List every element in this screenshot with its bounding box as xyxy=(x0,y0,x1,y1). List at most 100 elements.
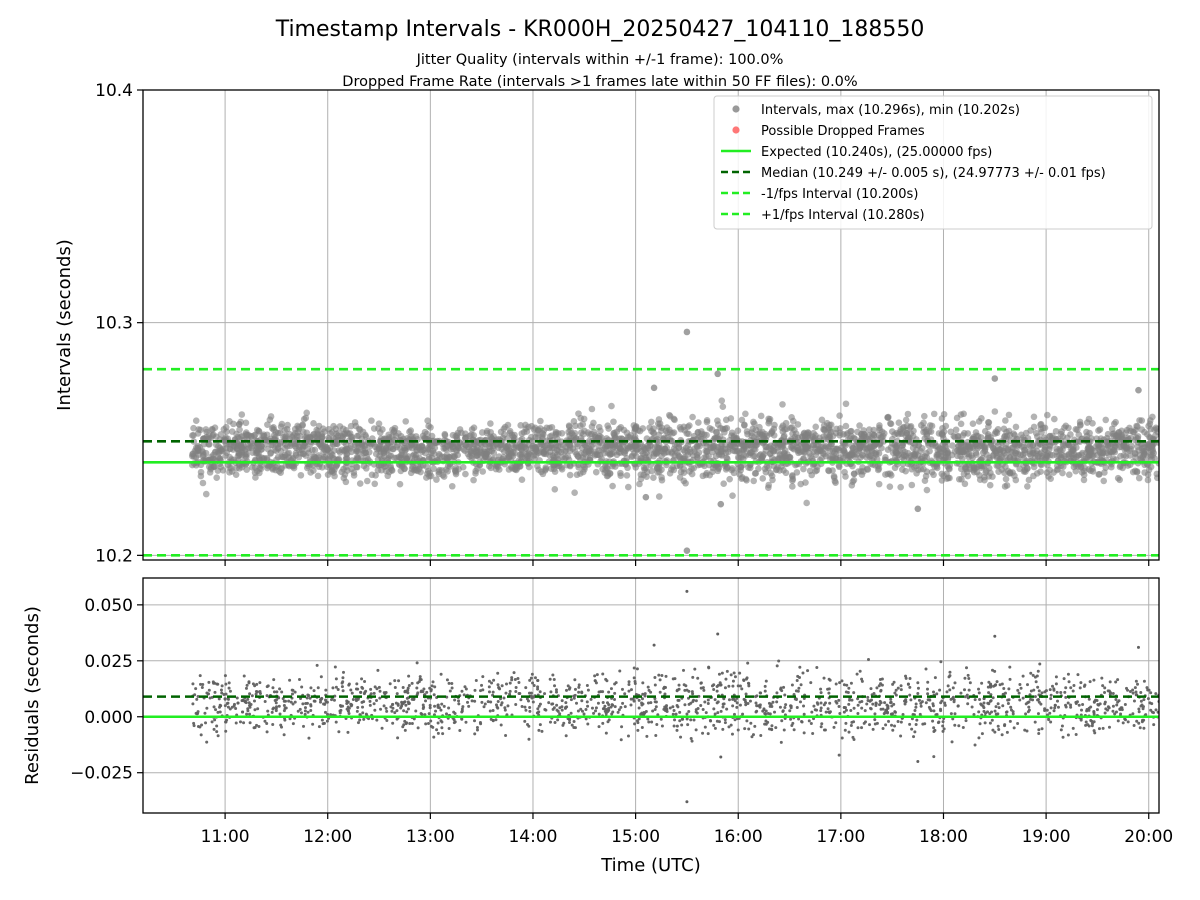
interval-point xyxy=(920,419,927,427)
residual-point xyxy=(676,705,680,709)
interval-point xyxy=(435,450,443,458)
residual-point xyxy=(248,692,252,696)
interval-point xyxy=(761,465,769,473)
residual-point xyxy=(849,681,853,685)
interval-point xyxy=(222,434,229,442)
residual-point xyxy=(410,721,414,725)
interval-point xyxy=(1143,430,1151,438)
residual-point xyxy=(1017,691,1021,695)
residual-point xyxy=(238,720,242,724)
interval-point xyxy=(897,483,904,491)
residual-point xyxy=(763,689,767,693)
residual-point xyxy=(885,711,889,715)
interval-point xyxy=(483,427,491,435)
interval-point xyxy=(739,455,747,463)
residual-point xyxy=(885,708,889,712)
residual-point xyxy=(499,697,503,701)
residual-point xyxy=(429,719,433,723)
interval-point xyxy=(613,451,621,459)
residual-point xyxy=(763,684,767,688)
residual-point xyxy=(401,686,405,690)
residual-point xyxy=(1067,680,1071,684)
interval-point xyxy=(391,424,399,432)
residual-point xyxy=(393,685,397,689)
residual-point xyxy=(586,722,590,726)
interval-point xyxy=(944,448,951,455)
y-tick-label: 10.3 xyxy=(95,314,133,334)
residual-point xyxy=(1106,689,1110,693)
interval-point xyxy=(297,471,305,479)
interval-point xyxy=(1005,411,1013,419)
interval-point xyxy=(779,401,786,408)
interval-point xyxy=(706,471,714,479)
residual-point xyxy=(943,701,947,705)
residual-point xyxy=(725,707,729,711)
residual-point xyxy=(640,697,644,701)
interval-point xyxy=(930,410,938,418)
residual-point xyxy=(363,679,367,683)
residual-point xyxy=(475,728,479,732)
residual-point xyxy=(1052,687,1056,691)
residual-point xyxy=(287,699,291,703)
residual-point xyxy=(1114,710,1118,714)
residual-point xyxy=(246,709,250,713)
interval-point xyxy=(1116,476,1124,484)
residual-point xyxy=(660,724,664,728)
interval-point xyxy=(567,434,575,442)
interval-point xyxy=(810,429,817,437)
interval-point xyxy=(911,441,919,448)
interval-point xyxy=(719,403,727,411)
interval-point xyxy=(964,430,972,437)
residual-point xyxy=(1150,710,1154,714)
interval-point xyxy=(1134,423,1141,430)
interval-point xyxy=(502,442,509,450)
residual-point xyxy=(846,691,850,695)
residual-point xyxy=(891,682,895,686)
residual-point xyxy=(1087,697,1091,701)
interval-point xyxy=(264,421,271,428)
residual-point xyxy=(706,732,710,736)
residual-point xyxy=(1154,692,1158,696)
interval-point xyxy=(944,474,952,482)
residual-point xyxy=(1031,673,1035,677)
interval-point xyxy=(765,444,773,451)
interval-point xyxy=(643,468,651,476)
interval-point xyxy=(836,412,843,420)
residual-point xyxy=(388,682,392,686)
residual-point xyxy=(691,675,695,679)
interval-point xyxy=(961,480,969,488)
residual-point xyxy=(228,707,232,711)
residual-point xyxy=(967,676,971,680)
interval-point xyxy=(828,441,835,448)
interval-point xyxy=(819,449,827,457)
interval-point xyxy=(302,414,310,422)
interval-point xyxy=(1102,416,1110,424)
interval-point xyxy=(445,454,453,461)
residual-point xyxy=(532,683,536,687)
residual-point xyxy=(396,736,400,740)
residual-point xyxy=(487,685,491,689)
interval-point xyxy=(1094,451,1101,459)
residual-point xyxy=(412,698,416,702)
residual-point xyxy=(361,705,365,709)
interval-point xyxy=(318,435,326,442)
interval-point xyxy=(1059,469,1066,477)
residual-point xyxy=(844,708,848,712)
residual-point xyxy=(809,681,813,685)
interval-point xyxy=(845,452,852,459)
residual-point xyxy=(1123,717,1127,721)
interval-point xyxy=(797,480,805,488)
residual-point xyxy=(460,707,464,711)
residual-point xyxy=(291,722,295,726)
residual-point xyxy=(556,718,560,722)
residual-point xyxy=(442,704,446,708)
residual-point xyxy=(198,674,202,678)
interval-point xyxy=(1012,449,1020,457)
residual-point xyxy=(1090,722,1094,726)
interval-point xyxy=(518,476,526,483)
residual-point xyxy=(664,674,668,678)
interval-point xyxy=(226,417,233,425)
residual-point xyxy=(561,723,565,727)
